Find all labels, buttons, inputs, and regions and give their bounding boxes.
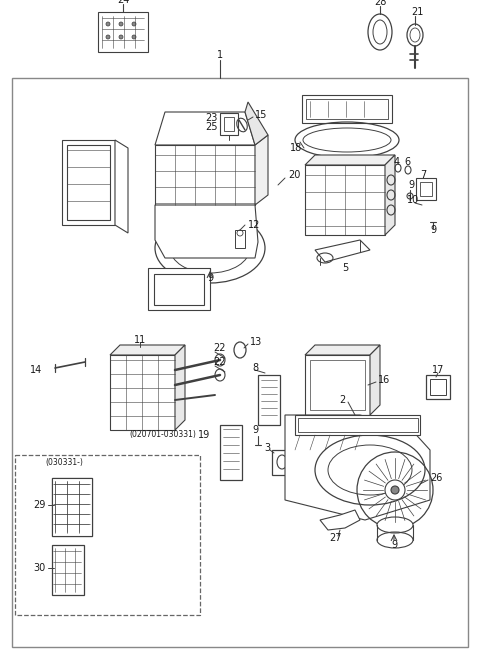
- Text: 6: 6: [404, 157, 410, 167]
- Text: 16: 16: [378, 375, 390, 385]
- Bar: [52, 478, 92, 536]
- Text: 25: 25: [205, 122, 218, 132]
- Text: 26: 26: [430, 473, 443, 483]
- Bar: [306, 99, 388, 119]
- Bar: [420, 182, 432, 196]
- Text: 15: 15: [255, 110, 267, 120]
- Bar: [302, 95, 392, 123]
- Bar: [98, 12, 148, 52]
- Text: 9: 9: [391, 540, 397, 550]
- Text: 5: 5: [342, 263, 348, 273]
- Polygon shape: [370, 345, 380, 415]
- Polygon shape: [315, 240, 370, 262]
- Polygon shape: [305, 155, 395, 165]
- Text: 1: 1: [217, 50, 223, 60]
- Polygon shape: [295, 415, 420, 435]
- Polygon shape: [285, 415, 430, 520]
- Ellipse shape: [132, 35, 136, 39]
- Ellipse shape: [315, 435, 425, 505]
- Text: 12: 12: [248, 220, 260, 230]
- Bar: [258, 375, 280, 425]
- Text: 9: 9: [207, 273, 213, 283]
- Text: 19: 19: [198, 430, 210, 440]
- Text: (020701-030331): (020701-030331): [129, 430, 196, 440]
- Text: 29: 29: [34, 500, 46, 510]
- Text: 30: 30: [34, 563, 46, 573]
- Ellipse shape: [119, 22, 123, 26]
- Polygon shape: [110, 345, 185, 355]
- Polygon shape: [245, 102, 268, 145]
- Text: 10: 10: [407, 195, 419, 205]
- Text: 7: 7: [420, 170, 426, 180]
- Text: 22: 22: [213, 343, 226, 353]
- Bar: [224, 117, 234, 131]
- Text: 21: 21: [411, 7, 423, 17]
- Bar: [52, 545, 84, 595]
- Text: 22: 22: [213, 357, 226, 367]
- Text: 9: 9: [408, 180, 414, 190]
- Text: 20: 20: [288, 170, 300, 180]
- Ellipse shape: [391, 486, 399, 494]
- Ellipse shape: [119, 35, 123, 39]
- Polygon shape: [52, 478, 92, 536]
- Text: 13: 13: [250, 337, 262, 347]
- Text: 18: 18: [290, 143, 302, 153]
- Polygon shape: [385, 155, 395, 235]
- Text: 9: 9: [252, 425, 258, 435]
- Polygon shape: [305, 345, 380, 355]
- Bar: [426, 375, 450, 399]
- Ellipse shape: [106, 35, 110, 39]
- Ellipse shape: [132, 22, 136, 26]
- Bar: [220, 113, 238, 135]
- Polygon shape: [305, 355, 370, 415]
- Bar: [220, 425, 242, 480]
- Text: 8: 8: [252, 363, 258, 373]
- Polygon shape: [175, 345, 185, 430]
- Bar: [15, 455, 200, 615]
- Text: 27: 27: [329, 533, 341, 543]
- Text: 9: 9: [430, 225, 436, 235]
- Text: 3: 3: [264, 443, 270, 453]
- Polygon shape: [155, 205, 258, 258]
- Text: 4: 4: [394, 157, 400, 167]
- Polygon shape: [148, 268, 210, 310]
- Polygon shape: [320, 510, 360, 530]
- Text: 28: 28: [374, 0, 386, 7]
- Bar: [416, 178, 436, 200]
- Text: 11: 11: [134, 335, 146, 345]
- Text: (030331-): (030331-): [45, 457, 83, 467]
- Polygon shape: [62, 140, 115, 225]
- Ellipse shape: [106, 22, 110, 26]
- Polygon shape: [155, 145, 255, 205]
- Text: 23: 23: [205, 113, 218, 123]
- Text: 14: 14: [30, 365, 42, 375]
- Text: 24: 24: [117, 0, 129, 5]
- Bar: [272, 450, 292, 475]
- Polygon shape: [255, 135, 268, 205]
- Bar: [12, 78, 468, 647]
- Bar: [310, 360, 365, 410]
- Polygon shape: [305, 165, 385, 235]
- Polygon shape: [110, 355, 175, 430]
- Ellipse shape: [377, 517, 413, 533]
- Polygon shape: [115, 140, 128, 233]
- Ellipse shape: [385, 480, 405, 500]
- Bar: [430, 379, 446, 395]
- Bar: [235, 230, 245, 248]
- Polygon shape: [155, 112, 255, 145]
- Text: 2: 2: [339, 395, 345, 405]
- Text: 17: 17: [432, 365, 444, 375]
- Bar: [298, 418, 418, 432]
